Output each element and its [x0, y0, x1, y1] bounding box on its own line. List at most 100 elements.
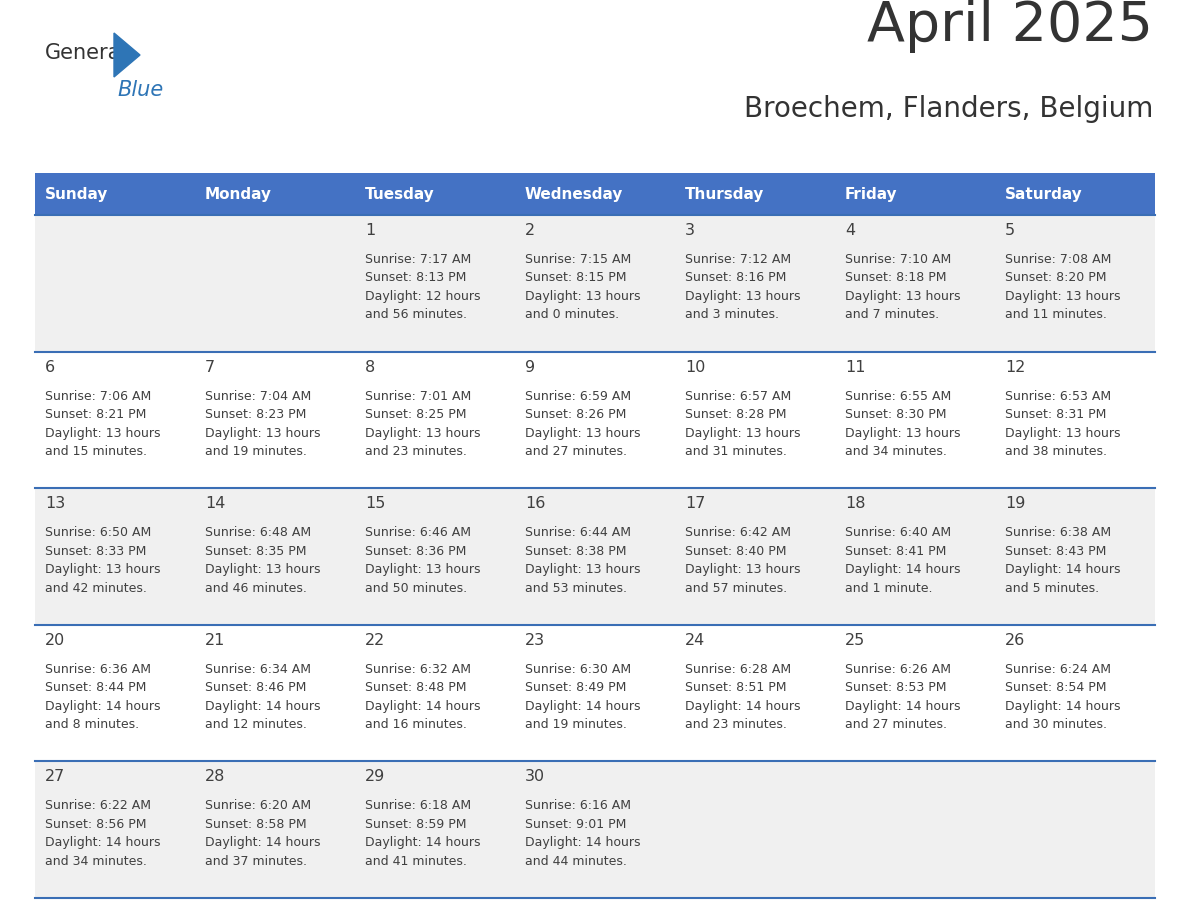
- Text: 19: 19: [1005, 497, 1025, 511]
- Text: Sunset: 8:28 PM: Sunset: 8:28 PM: [685, 409, 786, 421]
- Text: Sunset: 8:36 PM: Sunset: 8:36 PM: [365, 544, 467, 558]
- Text: Broechem, Flanders, Belgium: Broechem, Flanders, Belgium: [744, 95, 1154, 123]
- Text: and 23 minutes.: and 23 minutes.: [685, 718, 786, 732]
- Text: Sunset: 8:44 PM: Sunset: 8:44 PM: [45, 681, 146, 694]
- Text: Sunday: Sunday: [45, 186, 108, 201]
- Text: and 3 minutes.: and 3 minutes.: [685, 308, 779, 321]
- Text: Sunrise: 6:44 AM: Sunrise: 6:44 AM: [525, 526, 631, 539]
- Text: Sunrise: 6:59 AM: Sunrise: 6:59 AM: [525, 389, 631, 403]
- Text: Sunrise: 6:16 AM: Sunrise: 6:16 AM: [525, 800, 631, 812]
- Text: General: General: [45, 43, 127, 63]
- Text: Saturday: Saturday: [1005, 186, 1082, 201]
- Text: Sunset: 8:59 PM: Sunset: 8:59 PM: [365, 818, 467, 831]
- Text: Sunset: 8:56 PM: Sunset: 8:56 PM: [45, 818, 146, 831]
- Bar: [996, 173, 1155, 215]
- Text: Sunrise: 7:10 AM: Sunrise: 7:10 AM: [845, 253, 952, 266]
- Text: and 15 minutes.: and 15 minutes.: [45, 445, 147, 458]
- Text: Sunset: 8:30 PM: Sunset: 8:30 PM: [845, 409, 947, 421]
- Text: Sunrise: 6:18 AM: Sunrise: 6:18 AM: [365, 800, 472, 812]
- Text: Monday: Monday: [206, 186, 272, 201]
- Polygon shape: [114, 33, 140, 77]
- Text: Daylight: 14 hours: Daylight: 14 hours: [206, 700, 321, 712]
- Text: and 27 minutes.: and 27 minutes.: [525, 445, 627, 458]
- Text: Sunset: 8:41 PM: Sunset: 8:41 PM: [845, 544, 947, 558]
- Text: and 42 minutes.: and 42 minutes.: [45, 582, 147, 595]
- Text: Daylight: 13 hours: Daylight: 13 hours: [685, 564, 801, 577]
- Text: Daylight: 13 hours: Daylight: 13 hours: [1005, 427, 1120, 440]
- Text: Sunset: 8:23 PM: Sunset: 8:23 PM: [206, 409, 307, 421]
- Bar: [34, 761, 1155, 898]
- Text: Sunrise: 6:32 AM: Sunrise: 6:32 AM: [365, 663, 470, 676]
- Text: Daylight: 13 hours: Daylight: 13 hours: [525, 564, 640, 577]
- Text: and 31 minutes.: and 31 minutes.: [685, 445, 786, 458]
- Text: Sunrise: 6:22 AM: Sunrise: 6:22 AM: [45, 800, 151, 812]
- Text: Sunrise: 7:04 AM: Sunrise: 7:04 AM: [206, 389, 311, 403]
- Text: Sunset: 8:26 PM: Sunset: 8:26 PM: [525, 409, 626, 421]
- Text: 2: 2: [525, 223, 535, 238]
- Text: Sunrise: 6:55 AM: Sunrise: 6:55 AM: [845, 389, 952, 403]
- Text: 23: 23: [525, 633, 545, 648]
- Text: and 0 minutes.: and 0 minutes.: [525, 308, 619, 321]
- Text: and 50 minutes.: and 50 minutes.: [365, 582, 467, 595]
- Text: Blue: Blue: [116, 80, 163, 100]
- Text: Tuesday: Tuesday: [365, 186, 435, 201]
- Text: Daylight: 13 hours: Daylight: 13 hours: [365, 564, 480, 577]
- Text: Sunrise: 6:30 AM: Sunrise: 6:30 AM: [525, 663, 631, 676]
- Text: Sunset: 8:35 PM: Sunset: 8:35 PM: [206, 544, 307, 558]
- Text: and 27 minutes.: and 27 minutes.: [845, 718, 947, 732]
- Bar: [34, 215, 1155, 352]
- Text: and 1 minute.: and 1 minute.: [845, 582, 933, 595]
- Text: Sunset: 8:43 PM: Sunset: 8:43 PM: [1005, 544, 1106, 558]
- Text: and 11 minutes.: and 11 minutes.: [1005, 308, 1107, 321]
- Text: Daylight: 14 hours: Daylight: 14 hours: [845, 700, 961, 712]
- Text: Daylight: 12 hours: Daylight: 12 hours: [365, 290, 480, 303]
- Text: Sunrise: 6:46 AM: Sunrise: 6:46 AM: [365, 526, 470, 539]
- Bar: [34, 488, 1155, 625]
- Text: Thursday: Thursday: [685, 186, 764, 201]
- Text: Sunset: 8:38 PM: Sunset: 8:38 PM: [525, 544, 626, 558]
- Text: and 12 minutes.: and 12 minutes.: [206, 718, 307, 732]
- Bar: [835, 173, 996, 215]
- Text: Daylight: 13 hours: Daylight: 13 hours: [45, 564, 160, 577]
- Text: 30: 30: [525, 769, 545, 784]
- Text: Daylight: 14 hours: Daylight: 14 hours: [365, 700, 480, 712]
- Text: Daylight: 13 hours: Daylight: 13 hours: [525, 427, 640, 440]
- Bar: [516, 173, 675, 215]
- Text: and 56 minutes.: and 56 minutes.: [365, 308, 467, 321]
- Text: Sunset: 8:21 PM: Sunset: 8:21 PM: [45, 409, 146, 421]
- Text: and 19 minutes.: and 19 minutes.: [525, 718, 627, 732]
- Text: Daylight: 14 hours: Daylight: 14 hours: [365, 836, 480, 849]
- Text: 15: 15: [365, 497, 385, 511]
- Text: Sunrise: 6:48 AM: Sunrise: 6:48 AM: [206, 526, 311, 539]
- Text: Sunrise: 6:24 AM: Sunrise: 6:24 AM: [1005, 663, 1111, 676]
- Text: Sunset: 8:16 PM: Sunset: 8:16 PM: [685, 272, 786, 285]
- Text: Sunset: 8:51 PM: Sunset: 8:51 PM: [685, 681, 786, 694]
- Text: Sunset: 8:54 PM: Sunset: 8:54 PM: [1005, 681, 1106, 694]
- Text: Sunset: 8:33 PM: Sunset: 8:33 PM: [45, 544, 146, 558]
- Text: Daylight: 13 hours: Daylight: 13 hours: [685, 290, 801, 303]
- Text: 11: 11: [845, 360, 866, 375]
- Text: 14: 14: [206, 497, 226, 511]
- Bar: [355, 173, 516, 215]
- Text: Daylight: 14 hours: Daylight: 14 hours: [1005, 564, 1120, 577]
- Text: Wednesday: Wednesday: [525, 186, 624, 201]
- Text: 16: 16: [525, 497, 545, 511]
- Text: 4: 4: [845, 223, 855, 238]
- Text: 22: 22: [365, 633, 385, 648]
- Text: 8: 8: [365, 360, 375, 375]
- Text: Sunset: 8:25 PM: Sunset: 8:25 PM: [365, 409, 467, 421]
- Bar: [34, 352, 1155, 488]
- Text: Sunrise: 6:40 AM: Sunrise: 6:40 AM: [845, 526, 952, 539]
- Text: Sunrise: 6:38 AM: Sunrise: 6:38 AM: [1005, 526, 1111, 539]
- Text: and 53 minutes.: and 53 minutes.: [525, 582, 627, 595]
- Text: Daylight: 14 hours: Daylight: 14 hours: [525, 836, 640, 849]
- Text: Daylight: 14 hours: Daylight: 14 hours: [1005, 700, 1120, 712]
- Bar: [34, 173, 195, 215]
- Text: Daylight: 14 hours: Daylight: 14 hours: [206, 836, 321, 849]
- Text: 7: 7: [206, 360, 215, 375]
- Text: Daylight: 14 hours: Daylight: 14 hours: [685, 700, 801, 712]
- Text: 13: 13: [45, 497, 65, 511]
- Text: Sunrise: 6:26 AM: Sunrise: 6:26 AM: [845, 663, 952, 676]
- Text: and 44 minutes.: and 44 minutes.: [525, 855, 627, 868]
- Text: Sunset: 8:20 PM: Sunset: 8:20 PM: [1005, 272, 1106, 285]
